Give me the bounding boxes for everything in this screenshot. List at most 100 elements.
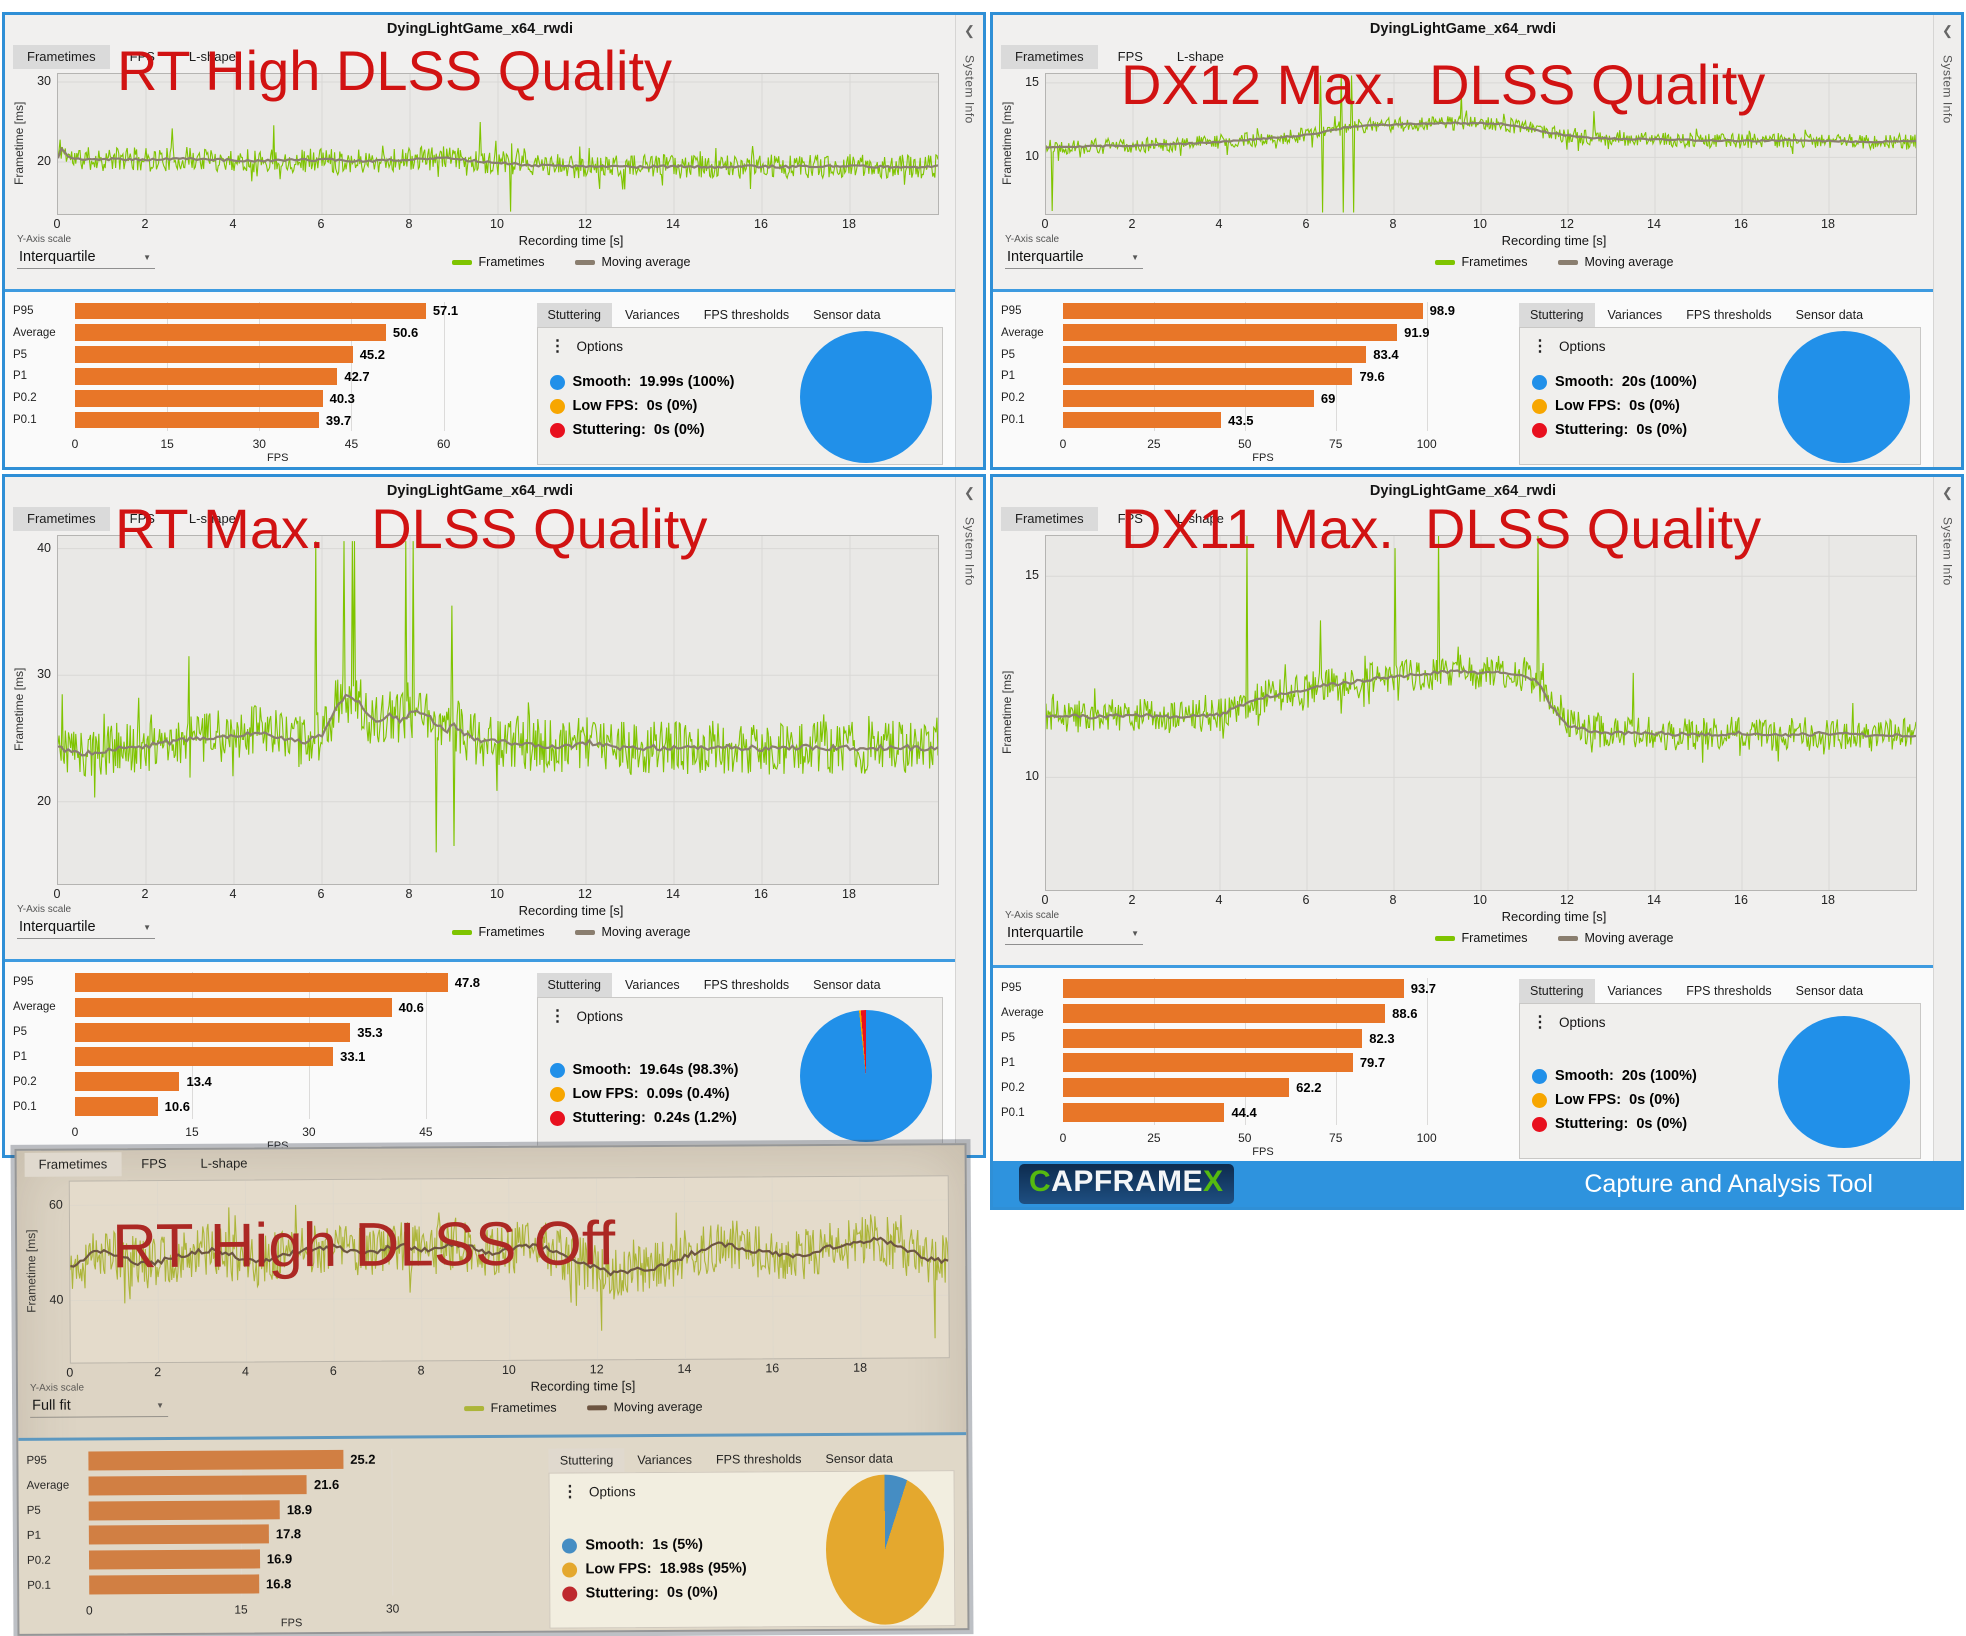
x-tick-label: 18 <box>1821 893 1835 907</box>
analysis-box: Stuttering Variances FPS thresholds Sensor … <box>1519 976 1921 1159</box>
gridline <box>158 1181 159 1362</box>
tab-frametimes[interactable]: Frametimes <box>24 1152 122 1177</box>
options-row[interactable]: ⋮ Options <box>562 1480 822 1502</box>
bar-category-label: P1 <box>1001 1056 1016 1069</box>
tab-fps-thresholds[interactable]: FPS thresholds <box>703 308 790 322</box>
tab-fps[interactable]: FPS <box>129 49 155 64</box>
tab-sensor-data[interactable]: Sensor data <box>813 978 881 992</box>
system-info-strip[interactable]: ❮ System Info <box>1933 15 1961 467</box>
stutter-legend-text: Low FPS: 18.98s (95%) <box>585 1560 747 1578</box>
system-info-strip[interactable]: ❮ System Info <box>955 15 983 467</box>
bar-value-label: 93.7 <box>1410 980 1437 996</box>
system-info-strip[interactable]: ❮ System Info <box>1933 477 1961 1207</box>
bar-gridline <box>1335 978 1337 1125</box>
tab-variances[interactable]: Variances <box>1607 308 1663 322</box>
tab-fps-thresholds[interactable]: FPS thresholds <box>1686 308 1772 322</box>
tab-variances[interactable]: Variances <box>637 1452 693 1468</box>
tab-l-shape[interactable]: L-shape <box>200 1155 248 1171</box>
tab-fps-thresholds[interactable]: FPS thresholds <box>703 978 790 992</box>
y-axis-scale-select[interactable]: Interquartile ▼ <box>1005 247 1143 269</box>
bar-axis-tick-label: 100 <box>1416 1131 1437 1145</box>
chevron-down-icon: ▼ <box>1131 252 1139 262</box>
tab-fps[interactable]: FPS <box>141 1155 167 1172</box>
collapse-chevron-icon[interactable]: ❮ <box>1942 485 1953 500</box>
options-row[interactable]: ⋮ Options <box>550 1006 797 1026</box>
system-info-strip[interactable]: ❮ System Info <box>955 477 983 1155</box>
tab-variances[interactable]: Variances <box>1607 984 1663 998</box>
bar-fill <box>75 1022 351 1042</box>
tab-sensor-data[interactable]: Sensor data <box>825 1451 893 1466</box>
bar-value-label: 44.4 <box>1231 1105 1257 1121</box>
collapse-chevron-icon[interactable]: ❮ <box>964 23 975 38</box>
tab-sensor-data[interactable]: Sensor data <box>1795 984 1864 998</box>
stutter-legend-text: Stuttering: 0s (0%) <box>1555 1116 1688 1132</box>
tab-l-shape[interactable]: L-shape <box>188 49 236 64</box>
y-tick-label: 40 <box>37 540 51 555</box>
tab-variances[interactable]: Variances <box>625 978 680 992</box>
bar-axis-tick-label: 25 <box>1147 437 1161 451</box>
tab-frametimes[interactable]: Frametimes <box>1001 45 1098 69</box>
bar-gridline <box>1153 302 1155 431</box>
options-label: Options <box>576 1008 624 1024</box>
bar-axis-tick-label: 0 <box>71 1125 79 1139</box>
moving-average-series <box>70 1237 948 1278</box>
x-tick-label: 14 <box>666 217 680 231</box>
y-axis-scale-select[interactable]: Interquartile ▼ <box>17 247 155 269</box>
bar-category-label: P5 <box>1001 348 1016 361</box>
tab-stuttering[interactable]: Stuttering <box>1519 979 1595 1003</box>
annotation-text: DX11 Max. DLSS Quality <box>1121 497 1762 560</box>
tab-stuttering[interactable]: Stuttering <box>536 973 613 997</box>
stutter-legend-text: Smooth: 1s (5%) <box>585 1536 704 1554</box>
tab-fps[interactable]: FPS <box>129 511 155 526</box>
bar-axis-tick-label: 50 <box>1238 1131 1252 1145</box>
bar-fill <box>75 972 448 992</box>
y-axis-label: Frametime [ms] <box>24 1229 39 1314</box>
tab-l-shape[interactable]: L-shape <box>1176 49 1224 64</box>
tab-stuttering[interactable]: Stuttering <box>1519 303 1595 327</box>
bar-axis-tick-label: 30 <box>252 437 266 451</box>
tab-fps-thresholds[interactable]: FPS thresholds <box>715 1452 802 1467</box>
line-legend: Frametimes Moving average <box>451 925 690 939</box>
kebab-menu-icon[interactable]: ⋮ <box>561 1483 579 1501</box>
tab-variances[interactable]: Variances <box>625 308 680 322</box>
options-row[interactable]: ⋮ Options <box>550 336 797 356</box>
tab-frametimes[interactable]: Frametimes <box>13 45 110 69</box>
collapse-chevron-icon[interactable]: ❮ <box>1942 23 1953 38</box>
kebab-menu-icon[interactable]: ⋮ <box>1532 338 1548 355</box>
tab-frametimes[interactable]: Frametimes <box>1001 507 1098 531</box>
tab-l-shape[interactable]: L-shape <box>1176 511 1224 526</box>
y-axis-scale-select[interactable]: Interquartile ▼ <box>17 917 155 939</box>
bar-row: P1 79.6 <box>1001 365 1507 387</box>
tab-stuttering[interactable]: Stuttering <box>548 1448 625 1473</box>
bar-row: P95 47.8 <box>13 970 525 995</box>
tab-fps[interactable]: FPS <box>1117 511 1143 526</box>
tab-sensor-data[interactable]: Sensor data <box>1795 308 1864 322</box>
window-content: DyingLightGame_x64_rwdi Frametimes FPS L-s… <box>993 15 1933 467</box>
main-tab-strip: Frametimes FPS L-shape <box>993 43 1933 69</box>
x-tick-label: 0 <box>1041 217 1049 231</box>
bar-chart-grid <box>1063 978 1463 1125</box>
y-axis-scale-select[interactable]: Full fit ▼ <box>30 1394 169 1418</box>
tab-sensor-data[interactable]: Sensor data <box>813 308 881 322</box>
tab-l-shape[interactable]: L-shape <box>188 511 236 526</box>
frametimes-swatch-icon <box>451 259 472 265</box>
y-axis-scale-select[interactable]: Interquartile ▼ <box>1005 923 1143 945</box>
tab-stuttering[interactable]: Stuttering <box>536 303 613 327</box>
y-tick-label: 10 <box>1025 149 1039 164</box>
tab-frametimes[interactable]: Frametimes <box>13 507 110 531</box>
low-dot-icon <box>562 1561 578 1578</box>
kebab-menu-icon[interactable]: ⋮ <box>549 1008 566 1025</box>
collapse-chevron-icon[interactable]: ❮ <box>964 485 975 500</box>
options-row[interactable]: ⋮ Options <box>1532 336 1774 356</box>
annotation-text: DX12 Max. DLSS Quality <box>1121 53 1766 116</box>
options-row[interactable]: ⋮ Options <box>1532 1012 1774 1032</box>
bar-track: 18.9 <box>88 1496 494 1523</box>
bar-fill <box>1063 324 1398 342</box>
tab-fps[interactable]: FPS <box>1117 49 1143 64</box>
frametimes-swatch-icon <box>463 1405 484 1411</box>
kebab-menu-icon[interactable]: ⋮ <box>549 338 566 355</box>
tab-fps-thresholds[interactable]: FPS thresholds <box>1686 984 1772 998</box>
kebab-menu-icon[interactable]: ⋮ <box>1532 1014 1548 1031</box>
x-tick-label: 0 <box>66 1365 74 1380</box>
bar-gridline <box>1244 302 1246 431</box>
